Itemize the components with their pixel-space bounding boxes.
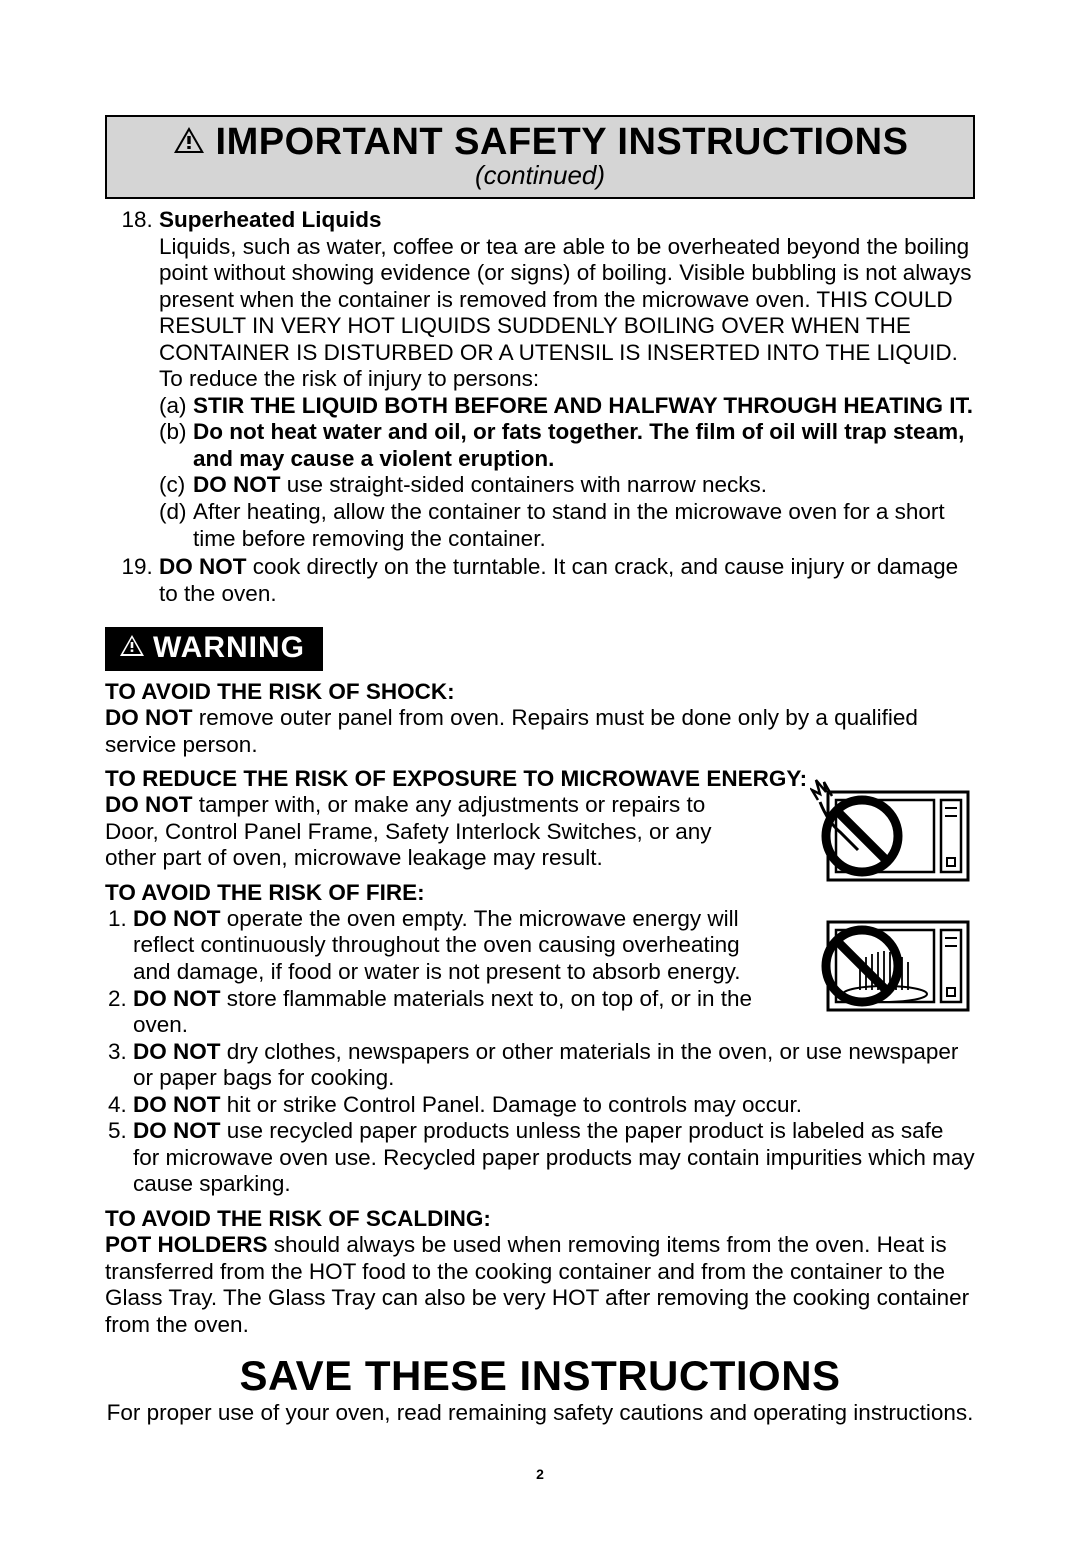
item18-a-text: STIR THE LIQUID BOTH BEFORE AND HALFWAY …: [193, 393, 975, 420]
microwave-tamper-prohibited-icon: [810, 772, 975, 892]
header-title: IMPORTANT SAFETY INSTRUCTIONS: [216, 121, 909, 164]
scald-heading: TO AVOID THE RISK OF SCALDING:: [105, 1206, 975, 1232]
mw-heading-text: TO REDUCE THE RISK OF EXPOSURE TO MICROW…: [105, 766, 807, 791]
item18-d: (d) After heating, allow the container t…: [159, 499, 975, 552]
marker-d: (d): [159, 499, 193, 552]
page-number: 2: [105, 1466, 975, 1482]
mw-body-inner: DO NOT tamper with, or make any adjustme…: [105, 792, 745, 872]
fire-item-4: DO NOT hit or strike Control Panel. Dama…: [133, 1092, 975, 1119]
item18-p1: Liquids, such as water, coffee or tea ar…: [159, 234, 975, 367]
fire4-rest: hit or strike Control Panel. Damage to c…: [221, 1092, 803, 1117]
list-item-19: DO NOT cook directly on the turntable. I…: [159, 554, 975, 607]
item19-bold: DO NOT: [159, 554, 247, 579]
marker-a: (a): [159, 393, 193, 420]
fire2-rest: store flammable materials next to, on to…: [133, 986, 752, 1038]
fire4-bold: DO NOT: [133, 1092, 221, 1117]
safety-list: Superheated Liquids Liquids, such as wat…: [105, 207, 975, 607]
fire3-bold: DO NOT: [133, 1039, 221, 1064]
fire1-bold: DO NOT: [133, 906, 221, 931]
page: IMPORTANT SAFETY INSTRUCTIONS (continued…: [0, 0, 1080, 1565]
list-item-18: Superheated Liquids Liquids, such as wat…: [159, 207, 975, 552]
fire-item-3: DO NOT dry clothes, newspapers or other …: [133, 1039, 975, 1092]
scald-bold: POT HOLDERS: [105, 1232, 268, 1257]
header-row: IMPORTANT SAFETY INSTRUCTIONS: [107, 121, 973, 164]
fire5-bold: DO NOT: [133, 1118, 221, 1143]
fire3-rest: dry clothes, newspapers or other materia…: [133, 1039, 958, 1091]
scald-body: POT HOLDERS should always be used when r…: [105, 1232, 975, 1338]
save-subtitle: For proper use of your oven, read remain…: [105, 1400, 975, 1426]
shock-rest: remove outer panel from oven. Repairs mu…: [105, 705, 918, 757]
item18-p2: To reduce the risk of injury to persons:: [159, 366, 975, 393]
item18-c-rest: use straight-sided containers with narro…: [281, 472, 767, 497]
warning-badge: WARNING: [105, 627, 323, 671]
header-box: IMPORTANT SAFETY INSTRUCTIONS (continued…: [105, 115, 975, 199]
item18-sublist: (a) STIR THE LIQUID BOTH BEFORE AND HALF…: [159, 393, 975, 552]
fire1-rest: operate the oven empty. The microwave en…: [133, 906, 740, 984]
warning-label: WARNING: [153, 631, 305, 665]
alert-icon: [172, 125, 206, 160]
marker-b: (b): [159, 419, 193, 472]
shock-body: DO NOT remove outer panel from oven. Rep…: [105, 705, 975, 758]
fire2-bold: DO NOT: [133, 986, 221, 1011]
marker-c: (c): [159, 472, 193, 499]
item18-b-text: Do not heat water and oil, or fats toget…: [193, 419, 975, 472]
item18-c-bold: DO NOT: [193, 472, 281, 497]
item18-a: (a) STIR THE LIQUID BOTH BEFORE AND HALF…: [159, 393, 975, 420]
mw-bold: DO NOT: [105, 792, 193, 817]
item18-d-text: After heating, allow the container to st…: [193, 499, 975, 552]
item18-title: Superheated Liquids: [159, 207, 382, 232]
item18-b: (b) Do not heat water and oil, or fats t…: [159, 419, 975, 472]
shock-heading: TO AVOID THE RISK OF SHOCK:: [105, 679, 975, 705]
item18-c: (c) DO NOT use straight-sided containers…: [159, 472, 975, 499]
fire-item-5: DO NOT use recycled paper products unles…: [133, 1118, 975, 1198]
fire5-rest: use recycled paper products unless the p…: [133, 1118, 975, 1196]
alert-icon: [119, 631, 145, 665]
mw-rest: tamper with, or make any adjustments or …: [105, 792, 712, 870]
save-title: SAVE THESE INSTRUCTIONS: [105, 1352, 975, 1400]
header-subtitle: (continued): [107, 160, 973, 191]
microwave-empty-prohibited-icon: [810, 902, 975, 1022]
item19-rest: cook directly on the turntable. It can c…: [159, 554, 958, 606]
shock-bold: DO NOT: [105, 705, 193, 730]
item18-c-text: DO NOT use straight-sided containers wit…: [193, 472, 975, 499]
